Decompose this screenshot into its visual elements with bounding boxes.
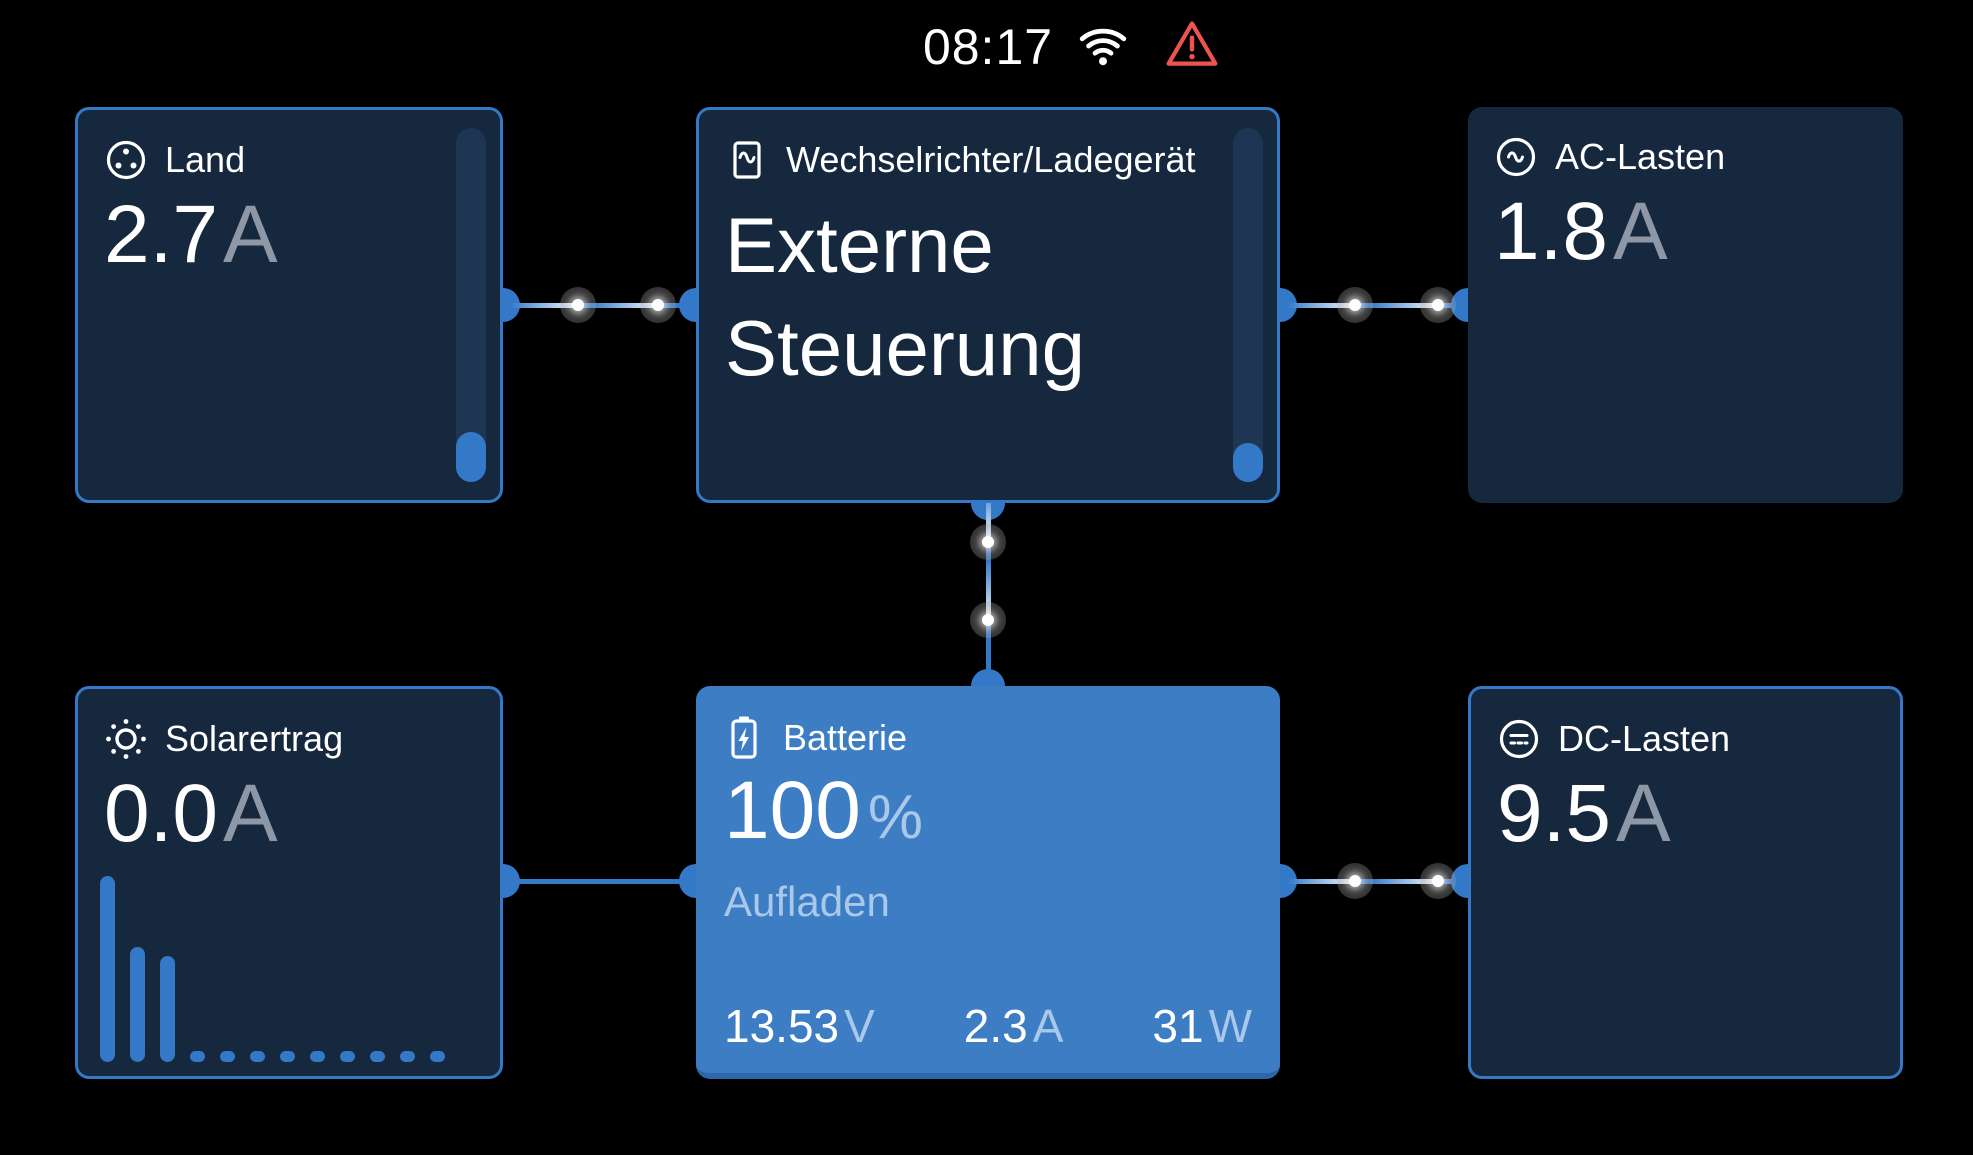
solar-card[interactable]: Solarertrag 0.0A	[75, 686, 503, 1079]
inverter-icon	[725, 138, 769, 182]
flow-dot	[1337, 287, 1373, 323]
grid-current: 2.7A	[104, 189, 278, 280]
solar-history-bar	[400, 1051, 415, 1062]
solar-history-bar	[340, 1051, 355, 1062]
solar-history-bar	[310, 1051, 325, 1062]
battery-readouts: 13.53 V 2.3 A 31 W	[724, 999, 1252, 1053]
grid-card-title: Land	[165, 139, 246, 180]
battery-card-title: Batterie	[783, 717, 908, 758]
shore-socket-icon	[104, 138, 148, 182]
battery-voltage: 13.53 V	[724, 1000, 875, 1052]
flow-trail	[1370, 879, 1438, 884]
battery-soc: 100%	[724, 765, 923, 856]
solar-history-bar	[130, 947, 145, 1062]
flow-trail	[1287, 303, 1355, 308]
solar-history-bar	[250, 1051, 265, 1062]
dc-loads-card-title: DC-Lasten	[1558, 718, 1731, 759]
dc-loads-card[interactable]: DC-Lasten 9.5A	[1468, 686, 1903, 1079]
inverter-gauge	[1233, 128, 1263, 482]
flow-trail	[1370, 303, 1438, 308]
flow-dot	[970, 524, 1006, 560]
battery-card[interactable]: Batterie 100% Aufladen 13.53 V 2.3 A 31 W	[696, 686, 1280, 1079]
grid-card[interactable]: Land 2.7A	[75, 107, 503, 503]
battery-power: 31 W	[1152, 1000, 1252, 1052]
flow-dot	[970, 602, 1006, 638]
battery-current: 2.3 A	[963, 1000, 1064, 1052]
solar-sun-icon	[104, 717, 148, 761]
solar-history-bar	[370, 1051, 385, 1062]
solar-history-bar	[280, 1051, 295, 1062]
battery-charging-icon	[722, 714, 766, 762]
ac-loads-card-title: AC-Lasten	[1555, 136, 1726, 177]
flow-dot	[1420, 287, 1456, 323]
flow-trail	[590, 303, 658, 308]
flow-trail	[510, 303, 578, 308]
inverter-mode: Externe Steuerung	[725, 201, 1085, 392]
grid-gauge	[456, 128, 486, 482]
inverter-card[interactable]: Wechselrichter/Ladegerät Externe Steueru…	[696, 107, 1280, 503]
battery-state: Aufladen	[724, 878, 890, 925]
flow-dot	[1420, 863, 1456, 899]
solar-current: 0.0A	[104, 768, 278, 859]
ac-loads-icon	[1494, 135, 1538, 179]
dc-loads-icon	[1497, 717, 1541, 761]
flow-dot	[560, 287, 596, 323]
wifi-icon	[1075, 22, 1131, 70]
clock: 08:17	[922, 19, 1054, 75]
solar-history-bar	[100, 876, 115, 1062]
solar-history-bar	[160, 956, 175, 1062]
ac-loads-current: 1.8A	[1494, 186, 1668, 277]
solar-history-chart	[100, 876, 445, 1062]
solar-card-title: Solarertrag	[165, 718, 344, 759]
flow-trail	[1287, 879, 1355, 884]
solar-history-bar	[220, 1051, 235, 1062]
flow-trail	[986, 560, 991, 622]
flow-dot	[640, 287, 676, 323]
flow-dot	[1337, 863, 1373, 899]
dc-loads-current: 9.5A	[1497, 768, 1671, 859]
ac-loads-card[interactable]: AC-Lasten 1.8A	[1468, 107, 1903, 503]
alarm-warning-icon[interactable]	[1162, 16, 1222, 72]
solar-history-bar	[190, 1051, 205, 1062]
flow-trail	[986, 482, 991, 544]
inverter-card-title: Wechselrichter/Ladegerät	[786, 139, 1196, 180]
connector-solar-battery	[503, 879, 696, 884]
solar-history-bar	[430, 1051, 445, 1062]
